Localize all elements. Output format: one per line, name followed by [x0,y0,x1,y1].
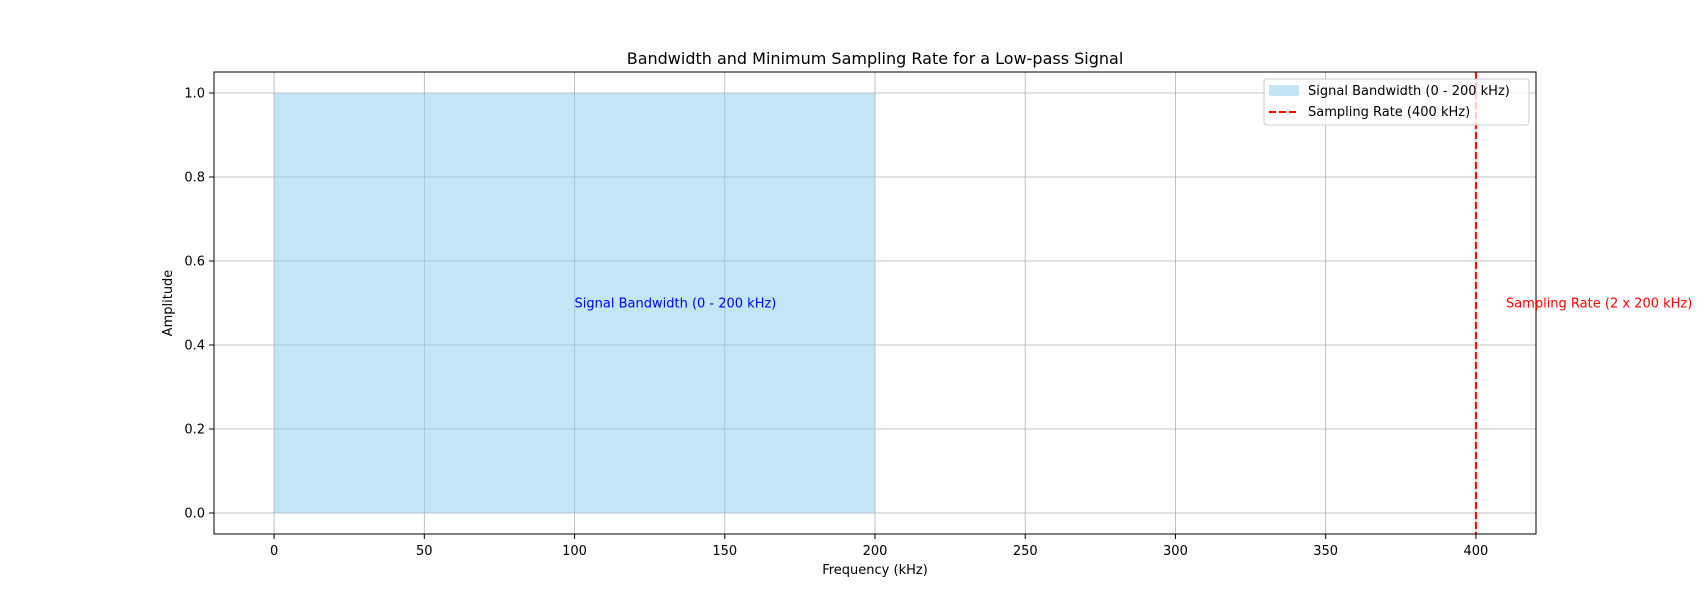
sampling-rate-annotation: Sampling Rate (2 x 200 kHz) [1506,297,1692,312]
annotations: Signal Bandwidth (0 - 200 kHz) Sampling R… [575,297,1693,312]
x-tick-label: 100 [562,544,587,559]
x-axis-label: Frequency (kHz) [822,563,928,578]
x-tick-label: 400 [1463,544,1488,559]
x-tick-label: 200 [863,544,888,559]
legend: Signal Bandwidth (0 - 200 kHz) Sampling … [1263,78,1530,126]
chart-marks [274,72,1477,534]
x-tick-label: 300 [1163,544,1188,559]
legend-label-signal-bandwidth: Signal Bandwidth (0 - 200 kHz) [1308,84,1510,99]
legend-label-sampling-rate: Sampling Rate (400 kHz) [1308,105,1470,120]
x-tick-label: 150 [712,544,737,559]
x-tick-label: 350 [1313,544,1338,559]
x-tick-label: 0 [270,544,278,559]
y-tick-label: 1.0 [184,87,205,102]
y-tick-label: 0.4 [184,339,205,354]
y-tick-label: 0.0 [184,507,205,522]
signal-bandwidth-fill [274,93,875,513]
y-tick-label: 0.2 [184,423,205,438]
y-tick-label: 0.8 [184,171,205,186]
signal-bandwidth-annotation: Signal Bandwidth (0 - 200 kHz) [575,297,777,312]
y-axis-label: Amplitude [161,270,176,337]
x-tick-label: 250 [1013,544,1038,559]
axis-ticks: 0 50 100 150 200 250 300 350 400 0.0 0.2 0.4 0.6 0.8 1… [184,87,1488,560]
legend-box [1263,78,1530,126]
y-tick-label: 0.6 [184,255,205,270]
x-tick-label: 50 [416,544,433,559]
chart-title: Bandwidth and Minimum Sampling Rate for … [627,49,1124,68]
legend-swatch-signal-bandwidth [1269,85,1299,96]
